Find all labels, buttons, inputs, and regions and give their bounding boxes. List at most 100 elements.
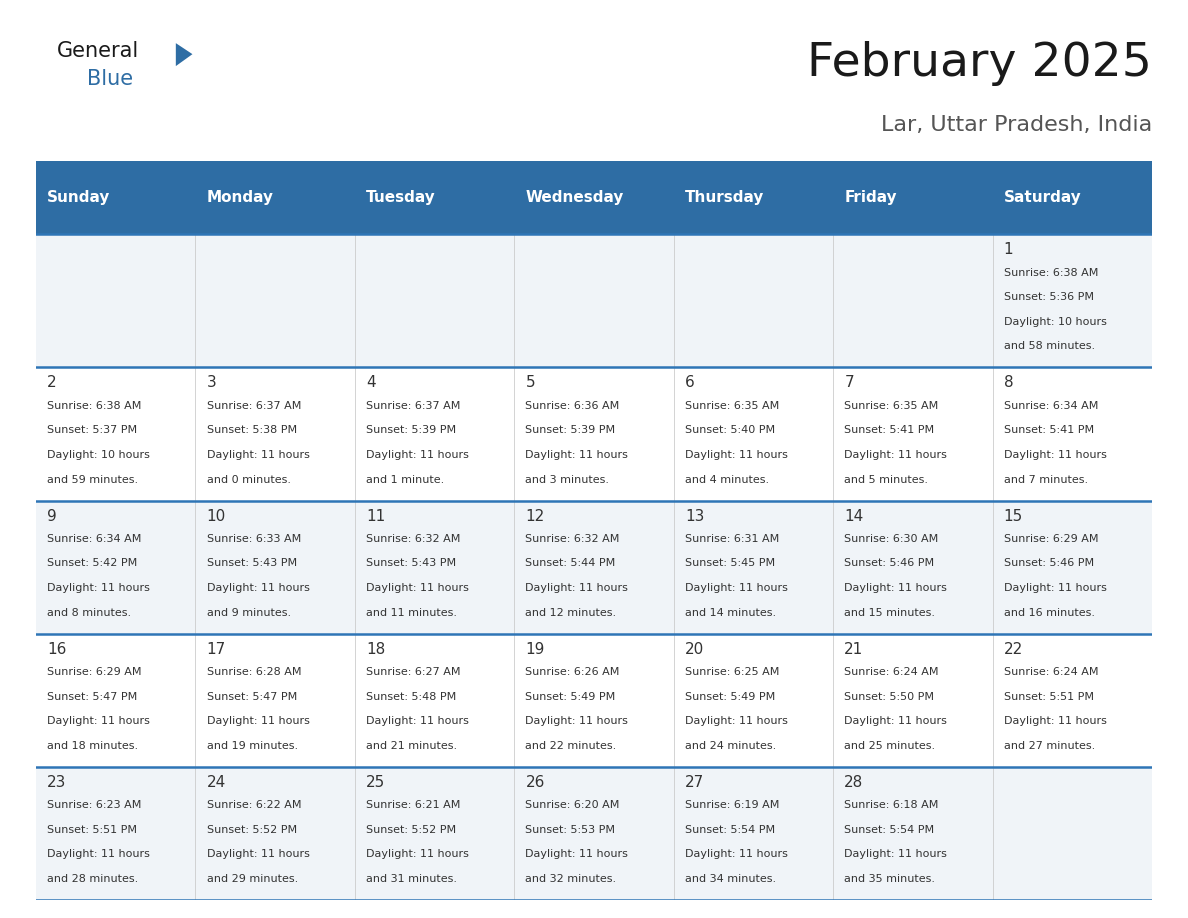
Text: Sunrise: 6:24 AM: Sunrise: 6:24 AM bbox=[1004, 667, 1098, 677]
Text: Sunrise: 6:32 AM: Sunrise: 6:32 AM bbox=[366, 534, 461, 543]
Text: Sunset: 5:46 PM: Sunset: 5:46 PM bbox=[845, 558, 935, 568]
Text: Sunrise: 6:38 AM: Sunrise: 6:38 AM bbox=[1004, 267, 1098, 277]
Text: Sunrise: 6:24 AM: Sunrise: 6:24 AM bbox=[845, 667, 939, 677]
Text: and 15 minutes.: and 15 minutes. bbox=[845, 608, 935, 618]
Text: Sunset: 5:38 PM: Sunset: 5:38 PM bbox=[207, 425, 297, 435]
Text: Sunrise: 6:29 AM: Sunrise: 6:29 AM bbox=[48, 667, 141, 677]
Text: Daylight: 11 hours: Daylight: 11 hours bbox=[525, 450, 628, 460]
Text: Monday: Monday bbox=[207, 190, 273, 205]
Bar bbox=[36, 500, 1152, 633]
Text: and 31 minutes.: and 31 minutes. bbox=[366, 874, 457, 884]
Text: 14: 14 bbox=[845, 509, 864, 523]
Text: Sunrise: 6:23 AM: Sunrise: 6:23 AM bbox=[48, 800, 141, 811]
Text: and 22 minutes.: and 22 minutes. bbox=[525, 741, 617, 751]
Text: 28: 28 bbox=[845, 775, 864, 789]
Text: 27: 27 bbox=[684, 775, 704, 789]
Text: 4: 4 bbox=[366, 375, 375, 390]
Text: 10: 10 bbox=[207, 509, 226, 523]
Text: 19: 19 bbox=[525, 642, 545, 656]
Text: Sunrise: 6:35 AM: Sunrise: 6:35 AM bbox=[845, 400, 939, 410]
Text: Sunset: 5:44 PM: Sunset: 5:44 PM bbox=[525, 558, 615, 568]
Text: Daylight: 11 hours: Daylight: 11 hours bbox=[684, 849, 788, 859]
Text: and 8 minutes.: and 8 minutes. bbox=[48, 608, 132, 618]
Text: 24: 24 bbox=[207, 775, 226, 789]
Text: 26: 26 bbox=[525, 775, 545, 789]
Text: Friday: Friday bbox=[845, 190, 897, 205]
Text: and 11 minutes.: and 11 minutes. bbox=[366, 608, 457, 618]
Text: Sunrise: 6:36 AM: Sunrise: 6:36 AM bbox=[525, 400, 620, 410]
Text: and 4 minutes.: and 4 minutes. bbox=[684, 475, 769, 485]
Text: and 14 minutes.: and 14 minutes. bbox=[684, 608, 776, 618]
Text: and 9 minutes.: and 9 minutes. bbox=[207, 608, 291, 618]
Text: Sunrise: 6:26 AM: Sunrise: 6:26 AM bbox=[525, 667, 620, 677]
Text: and 18 minutes.: and 18 minutes. bbox=[48, 741, 138, 751]
Text: Sunset: 5:47 PM: Sunset: 5:47 PM bbox=[48, 691, 138, 701]
Text: and 19 minutes.: and 19 minutes. bbox=[207, 741, 298, 751]
Text: and 35 minutes.: and 35 minutes. bbox=[845, 874, 935, 884]
Text: Sunrise: 6:29 AM: Sunrise: 6:29 AM bbox=[1004, 534, 1098, 543]
Text: Sunrise: 6:19 AM: Sunrise: 6:19 AM bbox=[684, 800, 779, 811]
Text: 13: 13 bbox=[684, 509, 704, 523]
Text: and 34 minutes.: and 34 minutes. bbox=[684, 874, 776, 884]
Text: 23: 23 bbox=[48, 775, 67, 789]
Text: Daylight: 11 hours: Daylight: 11 hours bbox=[845, 450, 947, 460]
Text: and 3 minutes.: and 3 minutes. bbox=[525, 475, 609, 485]
Text: 20: 20 bbox=[684, 642, 704, 656]
Text: Daylight: 11 hours: Daylight: 11 hours bbox=[366, 849, 469, 859]
Text: Sunday: Sunday bbox=[48, 190, 110, 205]
Text: Sunrise: 6:20 AM: Sunrise: 6:20 AM bbox=[525, 800, 620, 811]
Text: Sunset: 5:46 PM: Sunset: 5:46 PM bbox=[1004, 558, 1094, 568]
Text: Sunset: 5:40 PM: Sunset: 5:40 PM bbox=[684, 425, 775, 435]
Text: General: General bbox=[57, 41, 139, 62]
Text: 21: 21 bbox=[845, 642, 864, 656]
Text: Sunrise: 6:32 AM: Sunrise: 6:32 AM bbox=[525, 534, 620, 543]
Text: Daylight: 10 hours: Daylight: 10 hours bbox=[1004, 317, 1106, 327]
Text: Daylight: 11 hours: Daylight: 11 hours bbox=[684, 716, 788, 726]
Text: 8: 8 bbox=[1004, 375, 1013, 390]
Text: Sunrise: 6:34 AM: Sunrise: 6:34 AM bbox=[1004, 400, 1098, 410]
Text: 7: 7 bbox=[845, 375, 854, 390]
Text: Daylight: 11 hours: Daylight: 11 hours bbox=[207, 450, 309, 460]
Text: Sunrise: 6:25 AM: Sunrise: 6:25 AM bbox=[684, 667, 779, 677]
Text: 11: 11 bbox=[366, 509, 385, 523]
Text: Blue: Blue bbox=[87, 69, 133, 89]
Text: and 12 minutes.: and 12 minutes. bbox=[525, 608, 617, 618]
Text: 9: 9 bbox=[48, 509, 57, 523]
Text: Sunset: 5:41 PM: Sunset: 5:41 PM bbox=[1004, 425, 1094, 435]
Text: Sunset: 5:37 PM: Sunset: 5:37 PM bbox=[48, 425, 138, 435]
Text: Daylight: 11 hours: Daylight: 11 hours bbox=[207, 849, 309, 859]
Text: Sunrise: 6:34 AM: Sunrise: 6:34 AM bbox=[48, 534, 141, 543]
Text: Sunset: 5:39 PM: Sunset: 5:39 PM bbox=[366, 425, 456, 435]
Text: Daylight: 11 hours: Daylight: 11 hours bbox=[525, 849, 628, 859]
Text: Daylight: 11 hours: Daylight: 11 hours bbox=[48, 716, 150, 726]
Text: Daylight: 11 hours: Daylight: 11 hours bbox=[48, 849, 150, 859]
Text: Daylight: 11 hours: Daylight: 11 hours bbox=[1004, 450, 1106, 460]
Text: Tuesday: Tuesday bbox=[366, 190, 436, 205]
Text: 3: 3 bbox=[207, 375, 216, 390]
Text: Daylight: 11 hours: Daylight: 11 hours bbox=[1004, 583, 1106, 593]
Bar bbox=[36, 234, 1152, 367]
Text: Sunrise: 6:28 AM: Sunrise: 6:28 AM bbox=[207, 667, 301, 677]
Text: Sunrise: 6:21 AM: Sunrise: 6:21 AM bbox=[366, 800, 461, 811]
Text: Daylight: 11 hours: Daylight: 11 hours bbox=[366, 583, 469, 593]
Text: and 58 minutes.: and 58 minutes. bbox=[1004, 341, 1095, 352]
Text: Sunrise: 6:27 AM: Sunrise: 6:27 AM bbox=[366, 667, 461, 677]
Text: Thursday: Thursday bbox=[684, 190, 764, 205]
Text: Sunset: 5:41 PM: Sunset: 5:41 PM bbox=[845, 425, 935, 435]
Text: Sunrise: 6:37 AM: Sunrise: 6:37 AM bbox=[207, 400, 301, 410]
Text: Sunset: 5:45 PM: Sunset: 5:45 PM bbox=[684, 558, 775, 568]
Text: Sunset: 5:54 PM: Sunset: 5:54 PM bbox=[684, 824, 775, 834]
Text: Daylight: 11 hours: Daylight: 11 hours bbox=[207, 716, 309, 726]
Text: Daylight: 11 hours: Daylight: 11 hours bbox=[525, 716, 628, 726]
Text: Daylight: 11 hours: Daylight: 11 hours bbox=[525, 583, 628, 593]
Text: 18: 18 bbox=[366, 642, 385, 656]
Text: Sunrise: 6:37 AM: Sunrise: 6:37 AM bbox=[366, 400, 461, 410]
Text: Sunrise: 6:35 AM: Sunrise: 6:35 AM bbox=[684, 400, 779, 410]
Text: Sunset: 5:54 PM: Sunset: 5:54 PM bbox=[845, 824, 935, 834]
Text: Sunrise: 6:30 AM: Sunrise: 6:30 AM bbox=[845, 534, 939, 543]
Text: Sunset: 5:52 PM: Sunset: 5:52 PM bbox=[207, 824, 297, 834]
Text: and 59 minutes.: and 59 minutes. bbox=[48, 475, 138, 485]
Text: Sunrise: 6:18 AM: Sunrise: 6:18 AM bbox=[845, 800, 939, 811]
Text: Daylight: 10 hours: Daylight: 10 hours bbox=[48, 450, 150, 460]
Text: Sunrise: 6:38 AM: Sunrise: 6:38 AM bbox=[48, 400, 141, 410]
